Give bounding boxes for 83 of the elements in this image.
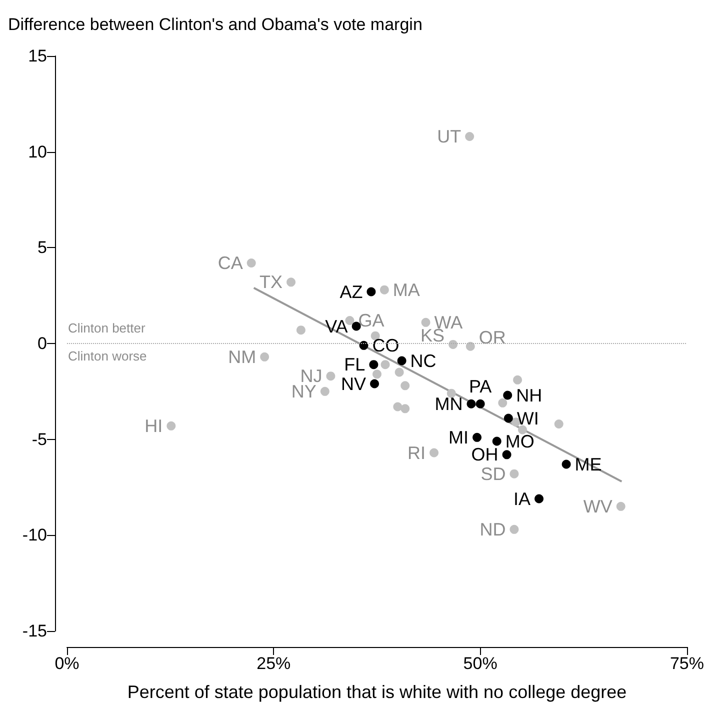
annotation: Clinton better (68, 320, 146, 336)
y-tick-label: -5 (32, 430, 47, 449)
point (448, 340, 458, 349)
point (472, 432, 482, 442)
point (369, 360, 378, 370)
point (286, 278, 296, 287)
point (260, 352, 270, 362)
point (465, 132, 474, 141)
data-label: IA (514, 488, 531, 509)
point (394, 368, 404, 377)
data-label: NM (228, 346, 256, 367)
point (400, 381, 410, 390)
data-label: NV (341, 374, 366, 394)
point (430, 448, 439, 458)
y-tick-label: -15 (22, 622, 47, 640)
point (359, 340, 368, 350)
point (562, 460, 571, 469)
point (504, 414, 513, 423)
data-label: ME (574, 454, 602, 474)
data-label: AZ (340, 282, 363, 302)
x-axis-title: Percent of state population that is white with no college degree (127, 682, 627, 702)
data-label: WI (516, 408, 539, 428)
point (421, 318, 430, 327)
data-label: OR (478, 327, 506, 348)
point (397, 356, 406, 366)
point (372, 370, 382, 379)
point (466, 399, 476, 408)
data-label: PA (468, 376, 492, 396)
data-label: HI (144, 416, 163, 436)
data-label: GA (358, 310, 384, 330)
point (320, 386, 330, 396)
point (400, 404, 410, 414)
data-label: ND (480, 519, 506, 540)
data-label: UT (437, 126, 462, 146)
point (380, 360, 390, 370)
point (616, 502, 626, 511)
point (326, 372, 336, 381)
point (502, 450, 512, 460)
y-axis-title: Difference between Clinton's and Obama's vote margin (8, 15, 422, 34)
data-label: VA (325, 316, 348, 336)
point (380, 285, 389, 294)
point (476, 399, 485, 408)
point (246, 258, 256, 268)
x-tick-label: 0% (54, 654, 80, 673)
data-label: CO (372, 335, 400, 356)
y-tick-label: 10 (28, 142, 47, 162)
x-tick-label: 50% (463, 654, 498, 673)
data-label: NH (516, 385, 542, 406)
point (166, 421, 176, 430)
point (446, 388, 456, 398)
data-label: NC (410, 350, 436, 371)
x-tick-label: 25% (256, 654, 291, 673)
data-label: FL (344, 354, 366, 375)
y-tick-label: 15 (28, 46, 47, 66)
data-label: MO (505, 431, 534, 452)
point (296, 326, 306, 335)
point (370, 379, 380, 388)
point (393, 402, 402, 412)
data-label: MI (448, 427, 469, 448)
point (513, 375, 522, 384)
point (534, 494, 544, 504)
point (518, 425, 527, 434)
data-label: RI (408, 442, 426, 463)
point (498, 398, 508, 408)
data-label: SD (480, 464, 506, 484)
point (366, 287, 376, 296)
y-tick-label: 5 (38, 238, 47, 258)
y-tick-label: 0 (38, 334, 47, 353)
data-label: TX (260, 272, 283, 292)
data-label: OH (471, 444, 498, 465)
point (510, 524, 519, 534)
x-tick-label: 75% (670, 654, 704, 673)
y-tick-label: -10 (22, 526, 47, 545)
data-label: WV (583, 496, 612, 516)
point (510, 469, 519, 478)
point (466, 342, 475, 351)
point (503, 390, 512, 400)
annotation: Clinton worse (68, 348, 147, 364)
data-label: MA (392, 280, 420, 300)
data-label: MN (434, 394, 463, 414)
point (492, 436, 502, 446)
point (554, 420, 564, 428)
data-label: CA (218, 253, 243, 273)
